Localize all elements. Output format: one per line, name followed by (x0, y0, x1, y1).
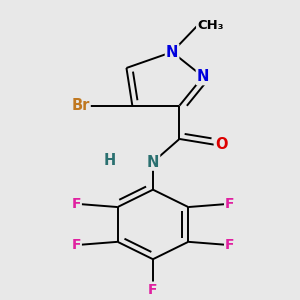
Text: F: F (71, 197, 81, 211)
Text: N: N (197, 69, 209, 84)
Text: CH₃: CH₃ (197, 20, 224, 32)
Text: F: F (225, 238, 235, 252)
Text: F: F (71, 238, 81, 252)
Text: F: F (225, 197, 235, 211)
Text: O: O (215, 137, 227, 152)
Text: Br: Br (71, 98, 90, 113)
Text: H: H (104, 153, 116, 168)
Text: F: F (148, 283, 158, 297)
Text: N: N (166, 44, 178, 59)
Text: N: N (147, 154, 159, 169)
